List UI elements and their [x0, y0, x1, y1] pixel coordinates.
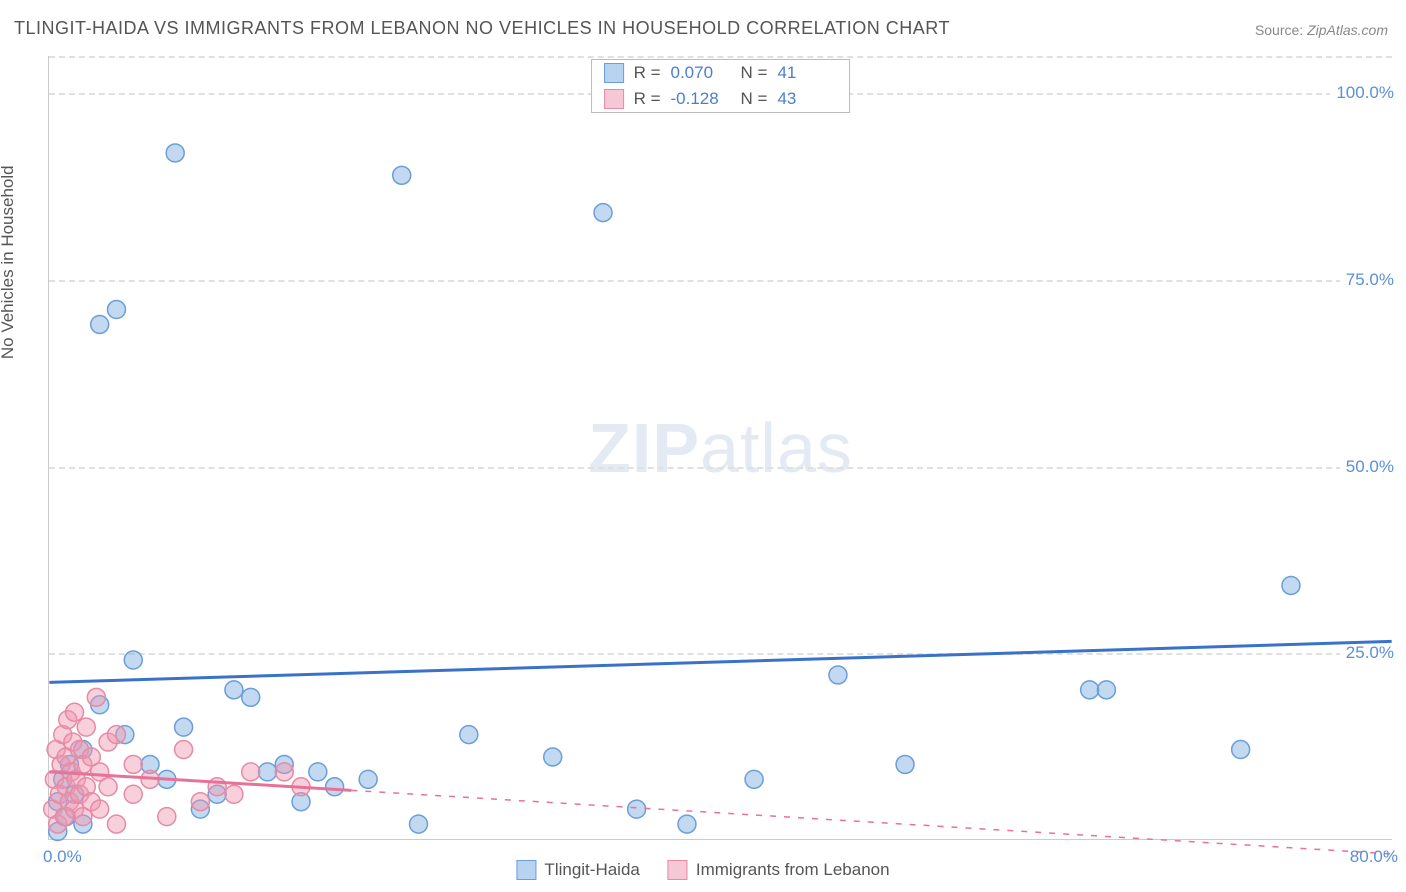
legend-n-label: N =: [741, 89, 768, 109]
legend-item: Tlingit-Haida: [516, 860, 639, 880]
legend-item: Immigrants from Lebanon: [668, 860, 890, 880]
data-point: [896, 755, 914, 773]
legend-swatch: [516, 860, 536, 880]
data-point: [829, 666, 847, 684]
legend-stat-row: R = -0.128 N = 43: [592, 86, 850, 112]
data-point: [225, 681, 243, 699]
data-point: [1097, 681, 1115, 699]
legend-swatch: [668, 860, 688, 880]
legend-series-name: Tlingit-Haida: [544, 860, 639, 880]
data-point: [309, 763, 327, 781]
trend-line-extrapolated: [351, 790, 1391, 854]
data-point: [1081, 681, 1099, 699]
data-point: [745, 770, 763, 788]
data-point: [77, 718, 95, 736]
data-point: [158, 808, 176, 826]
data-point: [107, 301, 125, 319]
x-tick-min: 0.0%: [43, 847, 82, 867]
legend-r-value: -0.128: [671, 89, 731, 109]
legend-n-value: 43: [777, 89, 837, 109]
legend-n-value: 41: [777, 63, 837, 83]
data-point: [275, 763, 293, 781]
data-point: [1282, 576, 1300, 594]
data-point: [66, 703, 84, 721]
data-point: [628, 800, 646, 818]
data-point: [544, 748, 562, 766]
data-point: [99, 778, 117, 796]
trend-line: [49, 641, 1391, 682]
series-legend: Tlingit-Haida Immigrants from Lebanon: [516, 860, 889, 880]
data-point: [124, 755, 142, 773]
source-attribution: Source: ZipAtlas.com: [1255, 22, 1388, 38]
legend-swatch: [604, 63, 624, 83]
data-point: [107, 815, 125, 833]
data-point: [124, 651, 142, 669]
legend-r-value: 0.070: [671, 63, 731, 83]
data-point: [91, 315, 109, 333]
chart-title: TLINGIT-HAIDA VS IMMIGRANTS FROM LEBANON…: [14, 18, 950, 39]
data-point: [107, 726, 125, 744]
chart-plot-area: ZIPatlas 25.0%50.0%75.0%100.0% R = 0.070…: [48, 56, 1392, 840]
data-point: [191, 793, 209, 811]
data-point: [242, 688, 260, 706]
data-point: [460, 726, 478, 744]
data-point: [175, 718, 193, 736]
data-point: [166, 144, 184, 162]
data-point: [1232, 741, 1250, 759]
legend-r-label: R =: [634, 63, 661, 83]
data-point: [258, 763, 276, 781]
legend-n-label: N =: [741, 63, 768, 83]
data-point: [91, 800, 109, 818]
correlation-legend: R = 0.070 N = 41 R = -0.128 N = 43: [591, 59, 851, 113]
data-point: [594, 204, 612, 222]
legend-series-name: Immigrants from Lebanon: [696, 860, 890, 880]
data-point: [242, 763, 260, 781]
source-link[interactable]: ZipAtlas.com: [1307, 22, 1388, 38]
source-label: Source:: [1255, 22, 1303, 38]
data-point: [326, 778, 344, 796]
legend-stat-row: R = 0.070 N = 41: [592, 60, 850, 86]
data-point: [678, 815, 696, 833]
data-point: [359, 770, 377, 788]
data-point: [409, 815, 427, 833]
y-axis-label: No Vehicles in Household: [0, 165, 18, 359]
data-point: [124, 785, 142, 803]
data-point: [175, 741, 193, 759]
legend-r-label: R =: [634, 89, 661, 109]
legend-swatch: [604, 89, 624, 109]
x-tick-max: 80.0%: [1350, 847, 1398, 867]
data-point: [393, 166, 411, 184]
data-point: [87, 688, 105, 706]
data-point: [225, 785, 243, 803]
scatter-svg: [49, 56, 1392, 839]
